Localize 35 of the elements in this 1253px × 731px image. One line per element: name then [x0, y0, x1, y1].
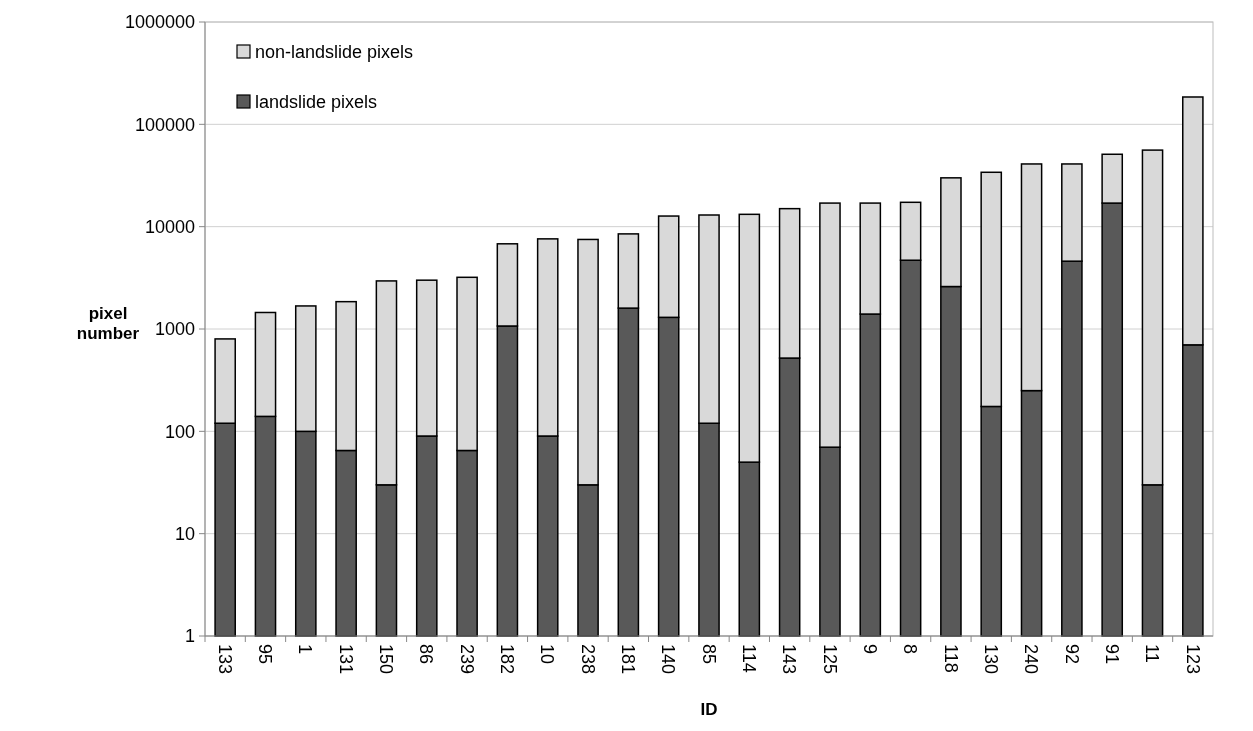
x-tick-label: 10 — [537, 644, 558, 665]
x-tick-label: 86 — [416, 644, 437, 665]
x-tick-label: 143 — [779, 644, 800, 675]
x-tick-label: 85 — [698, 644, 719, 665]
x-tick-label: 133 — [214, 644, 235, 675]
y-tick-label: 100000 — [134, 114, 195, 135]
y-tick-label: 1000 — [154, 319, 195, 340]
x-tick-label: 239 — [456, 644, 477, 675]
x-tick-label: 181 — [618, 644, 639, 675]
y-tick-label: 100 — [164, 421, 195, 442]
y-axis-title: pixel number — [76, 303, 140, 344]
x-tick-label: 92 — [1061, 644, 1082, 665]
x-tick-label: 130 — [980, 644, 1001, 675]
x-tick-label: 1 — [295, 644, 316, 655]
x-tick-label: 125 — [819, 644, 840, 675]
x-tick-label: 95 — [255, 644, 276, 665]
y-tick-label: 10 — [174, 523, 195, 544]
x-tick-label: 182 — [497, 644, 518, 675]
y-tick-label: 1000000 — [124, 12, 195, 33]
x-tick-label: 150 — [376, 644, 397, 675]
x-tick-label: 9 — [859, 644, 880, 655]
x-tick-label: 140 — [658, 644, 679, 675]
x-tick-label: 8 — [900, 644, 921, 655]
x-tick-label: 240 — [1021, 644, 1042, 675]
x-tick-label: 123 — [1182, 644, 1203, 675]
x-tick-label: 11 — [1142, 644, 1163, 663]
y-tick-label: 10000 — [144, 216, 195, 237]
x-tick-label: 114 — [739, 644, 760, 673]
x-tick-label: 118 — [940, 644, 961, 673]
legend-label: non-landslide pixels — [255, 42, 414, 63]
legend-label: landslide pixels — [255, 92, 378, 113]
x-tick-label: 131 — [335, 644, 356, 675]
x-tick-label: 238 — [577, 644, 598, 675]
x-axis-title: ID — [700, 700, 718, 719]
x-tick-label: 91 — [1101, 644, 1122, 665]
